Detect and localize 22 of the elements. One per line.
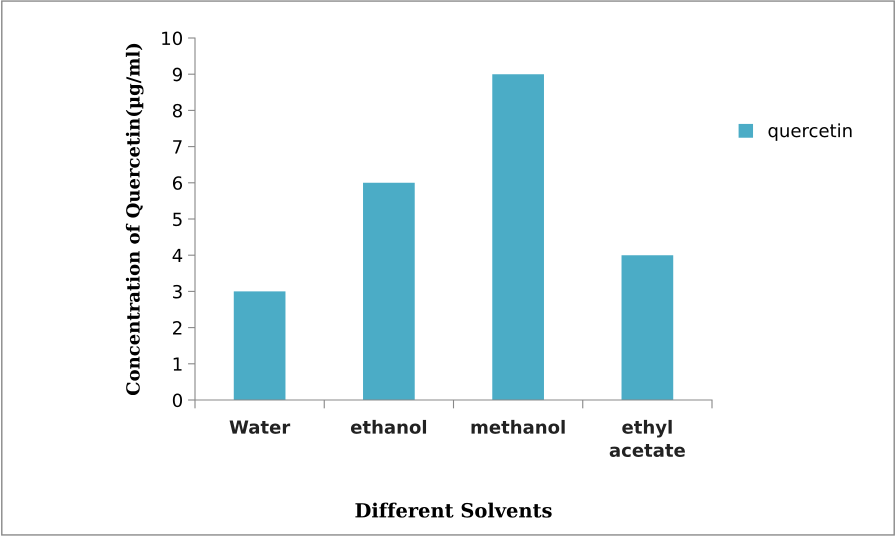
bar <box>234 291 286 400</box>
x-axis-title: Different Solvents <box>355 502 552 518</box>
x-tick-label: ethanol <box>350 420 426 434</box>
x-tick-label: Water <box>230 420 290 434</box>
legend-label: quercetin <box>768 123 852 141</box>
bar <box>492 74 544 400</box>
y-tick-label: 7 <box>173 140 182 154</box>
x-tick-label: methanol <box>472 420 565 434</box>
y-tick-label: 5 <box>173 212 182 226</box>
y-tick-label: 10 <box>162 31 182 46</box>
bar <box>363 182 415 400</box>
x-tick-label: ethyl acetate <box>610 420 685 457</box>
y-axis-title: Concentration of Quercetin(µg/ml) <box>126 44 144 396</box>
y-tick-label: 4 <box>172 248 182 262</box>
y-tick-label: 1 <box>174 357 182 371</box>
y-tick-label: 0 <box>172 393 182 408</box>
y-tick-label: 2 <box>173 321 182 334</box>
y-tick-label: 3 <box>173 284 182 299</box>
bar <box>622 255 674 400</box>
y-tick-label: 6 <box>172 176 182 190</box>
y-tick-label: 9 <box>172 68 182 82</box>
y-tick-label: 8 <box>172 104 182 118</box>
